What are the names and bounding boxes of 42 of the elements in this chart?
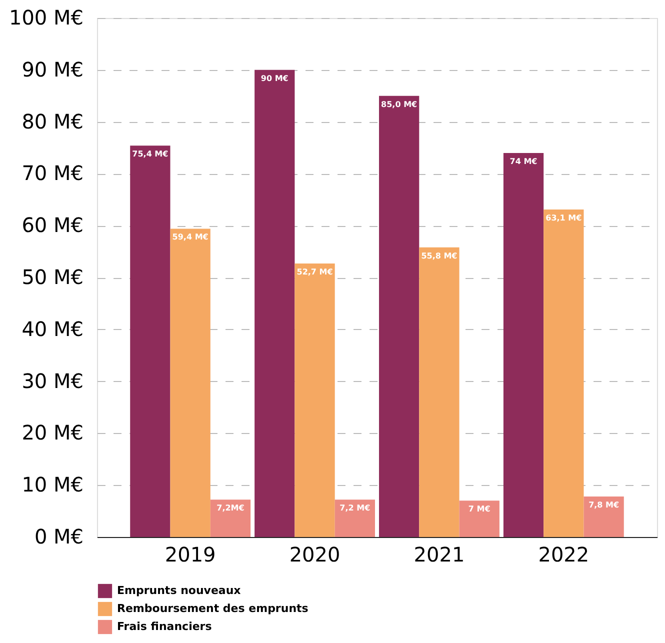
data-label: 59,4 M€ [172, 232, 209, 242]
y-tick-label: 100 M€ [8, 6, 84, 30]
data-label: 55,8 M€ [421, 251, 458, 260]
legend-label: Emprunts nouveaux [117, 584, 241, 597]
bar [294, 263, 335, 537]
data-label: 7,2 M€ [340, 504, 371, 513]
bar [170, 228, 210, 537]
bar [254, 70, 295, 537]
data-label: 75,4 M€ [132, 150, 169, 159]
y-tick-label: 20 M€ [22, 420, 84, 445]
bar [130, 146, 170, 537]
data-label: 63,1 M€ [546, 214, 582, 223]
y-tick-label: 40 M€ [22, 316, 84, 341]
bar [503, 152, 544, 537]
legend-label: Frais financiers [117, 620, 212, 633]
y-tick-label: 30 M€ [22, 368, 84, 393]
data-label: 85,0 M€ [381, 100, 418, 109]
data-label: 52,7 M€ [296, 267, 334, 276]
y-tick-label: 90 M€ [22, 57, 84, 82]
bar [334, 500, 375, 537]
x-tick-label: 2021 [414, 542, 465, 566]
bar [584, 496, 624, 537]
bar [459, 500, 500, 537]
data-label: 7 M€ [468, 504, 491, 514]
bar [544, 210, 584, 537]
y-tick-label: 0 M€ [34, 524, 84, 548]
bar [379, 96, 420, 537]
x-tick-label: 2019 [164, 542, 216, 566]
legend-label: Remboursement des emprunts [117, 602, 309, 615]
bar [419, 247, 460, 537]
data-label: 7,2M€ [216, 504, 245, 513]
x-tick-label: 2020 [289, 542, 340, 566]
data-label: 90 M€ [260, 74, 289, 83]
y-tick-label: 60 M€ [22, 213, 84, 238]
y-tick-label: 70 M€ [22, 161, 84, 186]
y-tick-label: 80 M€ [22, 109, 84, 134]
y-tick-label: 50 M€ [22, 265, 84, 289]
x-tick-label: 2022 [538, 542, 590, 566]
y-tick-label: 10 M€ [22, 472, 84, 497]
data-label: 74 M€ [510, 156, 538, 166]
data-label: 7,8 M€ [588, 500, 620, 510]
bar [210, 500, 251, 537]
